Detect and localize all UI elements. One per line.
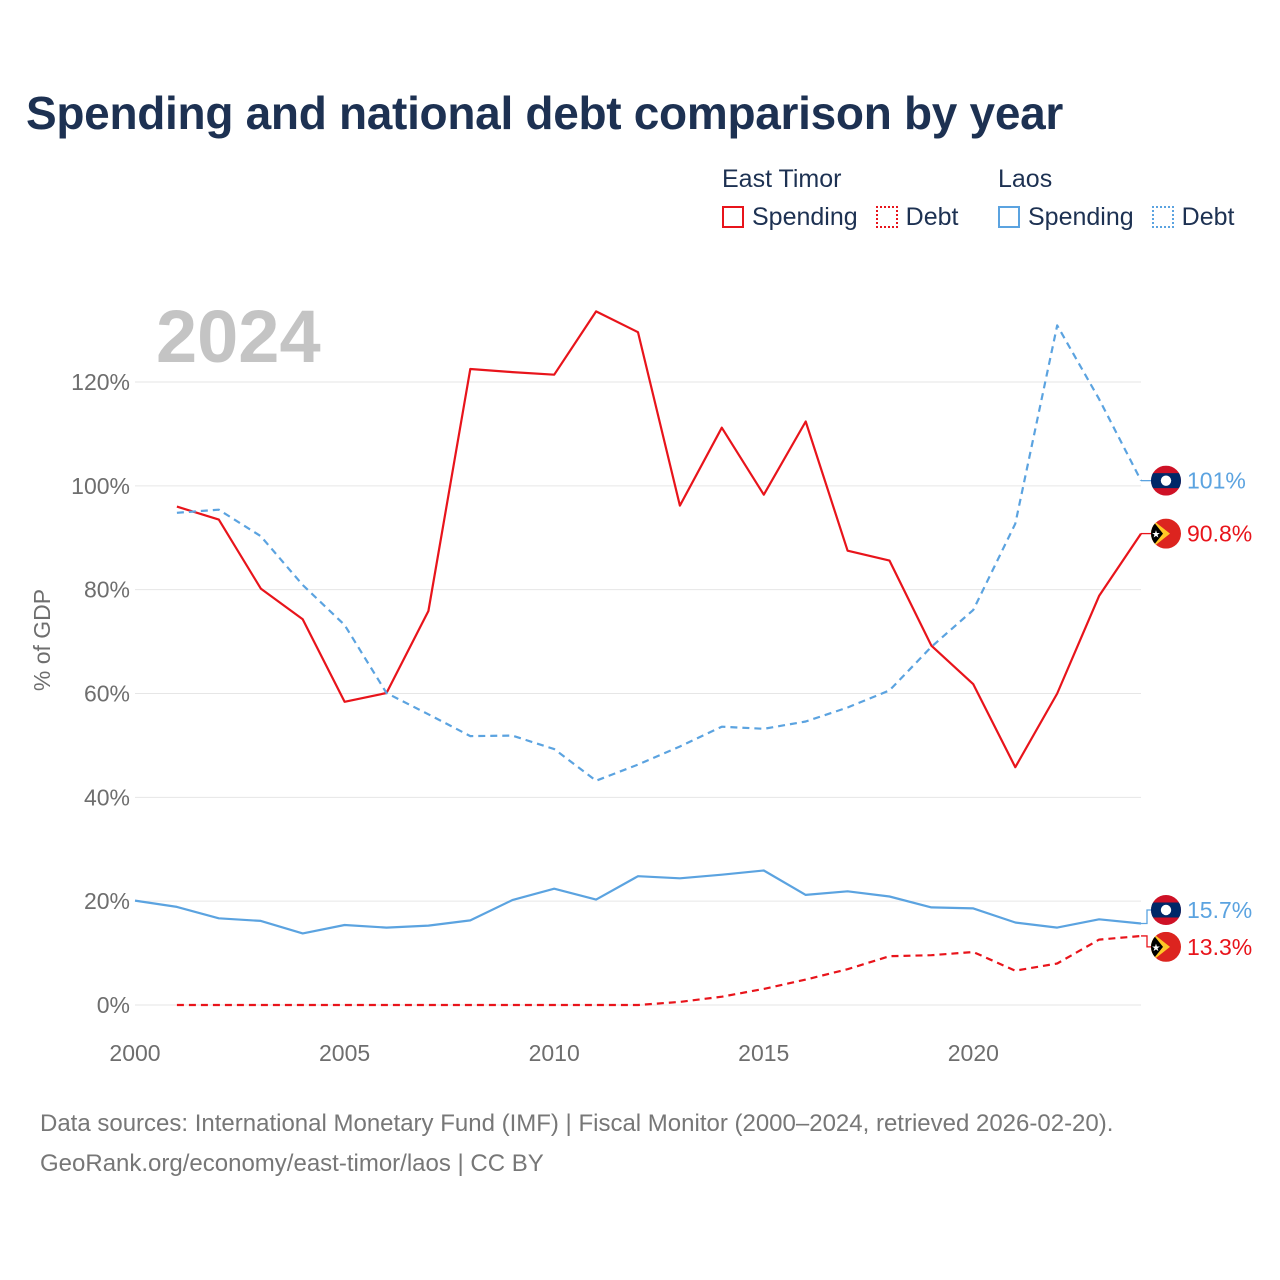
end-label-connector [1141,909,1151,925]
end-value-label: 101% [1187,468,1246,494]
dotted-swatch-icon [1151,206,1174,228]
y-tick-label: 120% [71,369,130,395]
solid-swatch-icon [998,206,1020,228]
series-line-laos-debt [176,324,1142,782]
footer-link[interactable]: GeoRank.org/economy/east-timor/laos | CC… [40,1150,544,1177]
laos-flag-icon [1151,465,1181,496]
flag-body [1151,894,1181,925]
flag-body [1151,465,1181,496]
y-tick-label: 100% [71,473,130,499]
legend-group-label: East Timor [722,165,842,193]
end-value-label: 13.3% [1187,934,1252,960]
flag-black-triangle [1151,518,1163,549]
flag-body [1151,518,1181,549]
legend-label: Debt [905,203,959,231]
x-tick-label: 2000 [109,1040,160,1066]
dotted-swatch-icon [875,206,898,228]
y-tick-label: 60% [84,681,130,707]
series-line-east-timor-spending [176,310,1142,769]
end-label-connector [1141,935,1151,948]
x-tick-label: 2005 [319,1040,370,1066]
x-tick-label: 2020 [948,1040,999,1066]
end-value-label: 15.7% [1187,897,1252,923]
flag-body [1151,931,1181,962]
footer-sources: Data sources: International Monetary Fun… [40,1110,1114,1137]
legend-label: Spending [752,203,858,231]
y-tick-label: 40% [84,784,130,810]
legend-group-laos: Laos Spending Debt [998,160,1252,232]
footer: Data sources: International Monetary Fun… [40,1104,1113,1184]
flag-white-disc [1160,904,1172,916]
legend-item-laos-spending[interactable]: Spending [998,202,1134,232]
legend-group-label: Laos [998,165,1053,193]
x-tick-label: 2010 [529,1040,580,1066]
series-line-laos-spending [134,869,1142,935]
solid-swatch-icon [722,206,744,228]
end-value-label: 90.8% [1187,521,1252,547]
flag-black-triangle [1151,931,1163,962]
chart-title: Spending and national debt comparison by… [26,87,1063,139]
flag-star: ★ [1152,943,1161,954]
series-line-east-timor-debt [176,934,1142,1007]
legend-item-east-timor-spending[interactable]: Spending [722,202,858,232]
y-tick-label: 80% [84,577,130,603]
x-tick-label: 2015 [738,1040,789,1066]
laos-flag-icon [1151,894,1181,925]
y-tick-label: 0% [97,992,130,1018]
y-axis-label: % of GDP [29,589,55,691]
year-watermark: 2024 [156,295,321,378]
y-tick-label: 20% [84,888,130,914]
legend-label: Spending [1028,203,1134,231]
east-timor-flag-icon [1151,931,1181,962]
legend-label: Debt [1181,203,1235,231]
legend-item-laos-debt[interactable]: Debt [1151,202,1235,232]
legend-item-east-timor-debt[interactable]: Debt [875,202,959,232]
east-timor-flag-icon [1151,518,1181,549]
flag-star: ★ [1152,530,1161,541]
legend-group-east-timor: East Timor Spending Debt [722,160,976,232]
flag-white-disc [1160,475,1172,486]
